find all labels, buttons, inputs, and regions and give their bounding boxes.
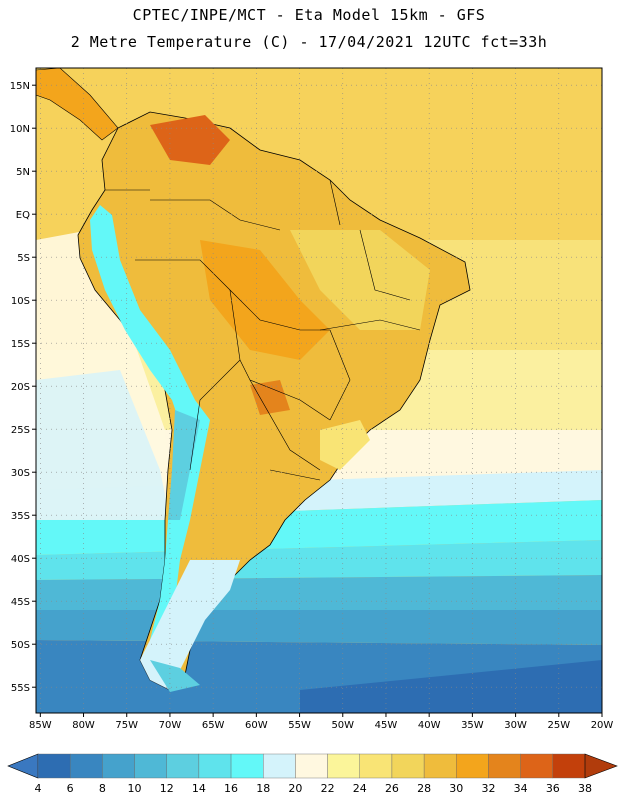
- colorbar-segment: [327, 753, 360, 779]
- andes-cold-core: [168, 410, 200, 520]
- colorbar-segment: [37, 753, 71, 779]
- lat-label: 10S: [11, 296, 30, 307]
- lon-label: 50W: [331, 720, 354, 731]
- colorbar-segment: [134, 753, 167, 779]
- colorbar-segment: [391, 753, 425, 779]
- country-borders: [105, 179, 421, 481]
- lat-label: 35S: [11, 511, 30, 522]
- colorbar-label: 22: [320, 782, 335, 795]
- colorbar-label: 16: [224, 782, 239, 795]
- lat-label: 45S: [11, 597, 30, 608]
- warm-area-interior: [200, 240, 330, 360]
- ocean-band: [36, 575, 602, 610]
- lon-label: 20W: [591, 720, 614, 731]
- map-frame: [35, 67, 603, 714]
- colorbar-label: 26: [384, 782, 399, 795]
- lon-label: 70W: [159, 720, 182, 731]
- colorbar-label: 14: [191, 782, 206, 795]
- lon-label: 80W: [72, 720, 95, 731]
- lon-label: 75W: [115, 720, 138, 731]
- hot-area-paraguay: [250, 380, 290, 415]
- colorbar-segment: [102, 753, 135, 779]
- colorbar-segment: [198, 753, 232, 779]
- lat-label: 15S: [11, 339, 30, 350]
- lat-label: 10N: [10, 124, 30, 135]
- colorbar-label: 12: [159, 782, 174, 795]
- hot-area-venezuela: [150, 115, 230, 165]
- ocean-band: [300, 660, 602, 713]
- lat-label: 5S: [17, 253, 30, 264]
- colorbar-label: 38: [578, 782, 592, 795]
- lat-label: 55S: [11, 683, 30, 694]
- ocean-band: [36, 610, 602, 645]
- tierra-del-fuego: [150, 660, 200, 692]
- lat-label: 25S: [11, 425, 30, 436]
- colorbar-segment: [295, 753, 328, 779]
- colorbar-label: 8: [98, 782, 106, 795]
- lon-label: 25W: [547, 720, 570, 731]
- lat-label: 20S: [11, 382, 30, 393]
- colorbar-label: 36: [545, 782, 560, 795]
- lon-label: 55W: [288, 720, 311, 731]
- colorbar-label: 30: [449, 782, 464, 795]
- colorbar-segment: [423, 753, 457, 779]
- land-patagonia: [140, 560, 240, 690]
- lat-label: EQ: [16, 210, 30, 221]
- colorbar-label: 24: [352, 782, 367, 795]
- axis-ticks: 15N 10N 5N EQ 5S 10S 15S 20S 25S 30S 35S 40S 45S 50S 5…: [10, 81, 614, 731]
- colorbar-segment: [263, 753, 296, 779]
- colorbar-label: 18: [256, 782, 271, 795]
- colorbar-label: 10: [127, 782, 142, 795]
- land-central-america: [35, 67, 119, 141]
- lat-label: 5N: [16, 167, 30, 178]
- lon-label: 30W: [504, 720, 527, 731]
- colorbar-segment: [166, 753, 200, 779]
- colorbar-label: 34: [513, 782, 528, 795]
- lat-label: 15N: [10, 81, 30, 92]
- lon-label: 60W: [245, 720, 268, 731]
- title-line-1: CPTEC/INPE/MCT - Eta Model 15km - GFS: [132, 6, 486, 24]
- warm-area-north-brazil: [290, 230, 430, 330]
- colorbar-segment: [488, 753, 521, 779]
- lat-label: 30S: [11, 468, 30, 479]
- lat-label: 50S: [11, 640, 30, 651]
- colorbar-over-arrow: [584, 753, 618, 779]
- colorbar-segment: [520, 753, 554, 779]
- colorbar-segment: [69, 753, 103, 779]
- colorbar-segment: [230, 753, 264, 779]
- colorbar-segment: [552, 753, 586, 779]
- title-line-2: 2 Metre Temperature (C) - 17/04/2021 12U…: [70, 33, 548, 51]
- lon-label: 85W: [29, 720, 52, 731]
- colorbar: [7, 753, 618, 779]
- colorbar-segment: [359, 753, 393, 779]
- colorbar-label: 28: [417, 782, 432, 795]
- lon-label: 40W: [418, 720, 441, 731]
- colorbar-label: 32: [481, 782, 496, 795]
- colorbar-label: 6: [66, 782, 74, 795]
- se-brazil: [320, 420, 370, 470]
- lon-label: 35W: [461, 720, 484, 731]
- colorbar-label: 4: [34, 782, 42, 795]
- colorbar-label: 20: [288, 782, 303, 795]
- lon-label: 65W: [202, 720, 225, 731]
- colorbar-under-arrow: [7, 753, 39, 779]
- lat-label: 40S: [11, 554, 30, 565]
- ocean-band: [36, 370, 170, 520]
- colorbar-segment: [456, 753, 489, 779]
- lon-label: 45W: [375, 720, 398, 731]
- andes-cold-ridge: [90, 205, 210, 660]
